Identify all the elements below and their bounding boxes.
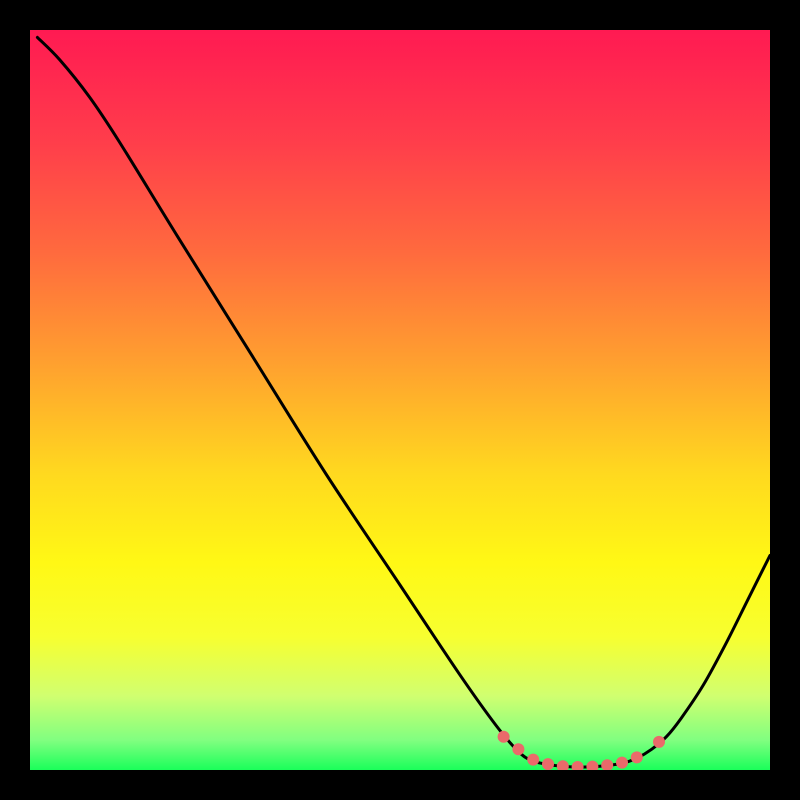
optimal-range-marker [601,759,613,771]
optimal-range-marker [542,758,554,770]
optimal-range-marker [616,757,628,769]
optimal-range-marker [527,754,539,766]
gradient-background [30,30,770,770]
optimal-range-marker [498,731,510,743]
chart-container: TheBottlenecker.com [0,0,800,800]
optimal-range-marker [653,736,665,748]
optimal-range-marker [512,743,524,755]
bottleneck-chart [0,0,800,800]
optimal-range-marker [631,751,643,763]
